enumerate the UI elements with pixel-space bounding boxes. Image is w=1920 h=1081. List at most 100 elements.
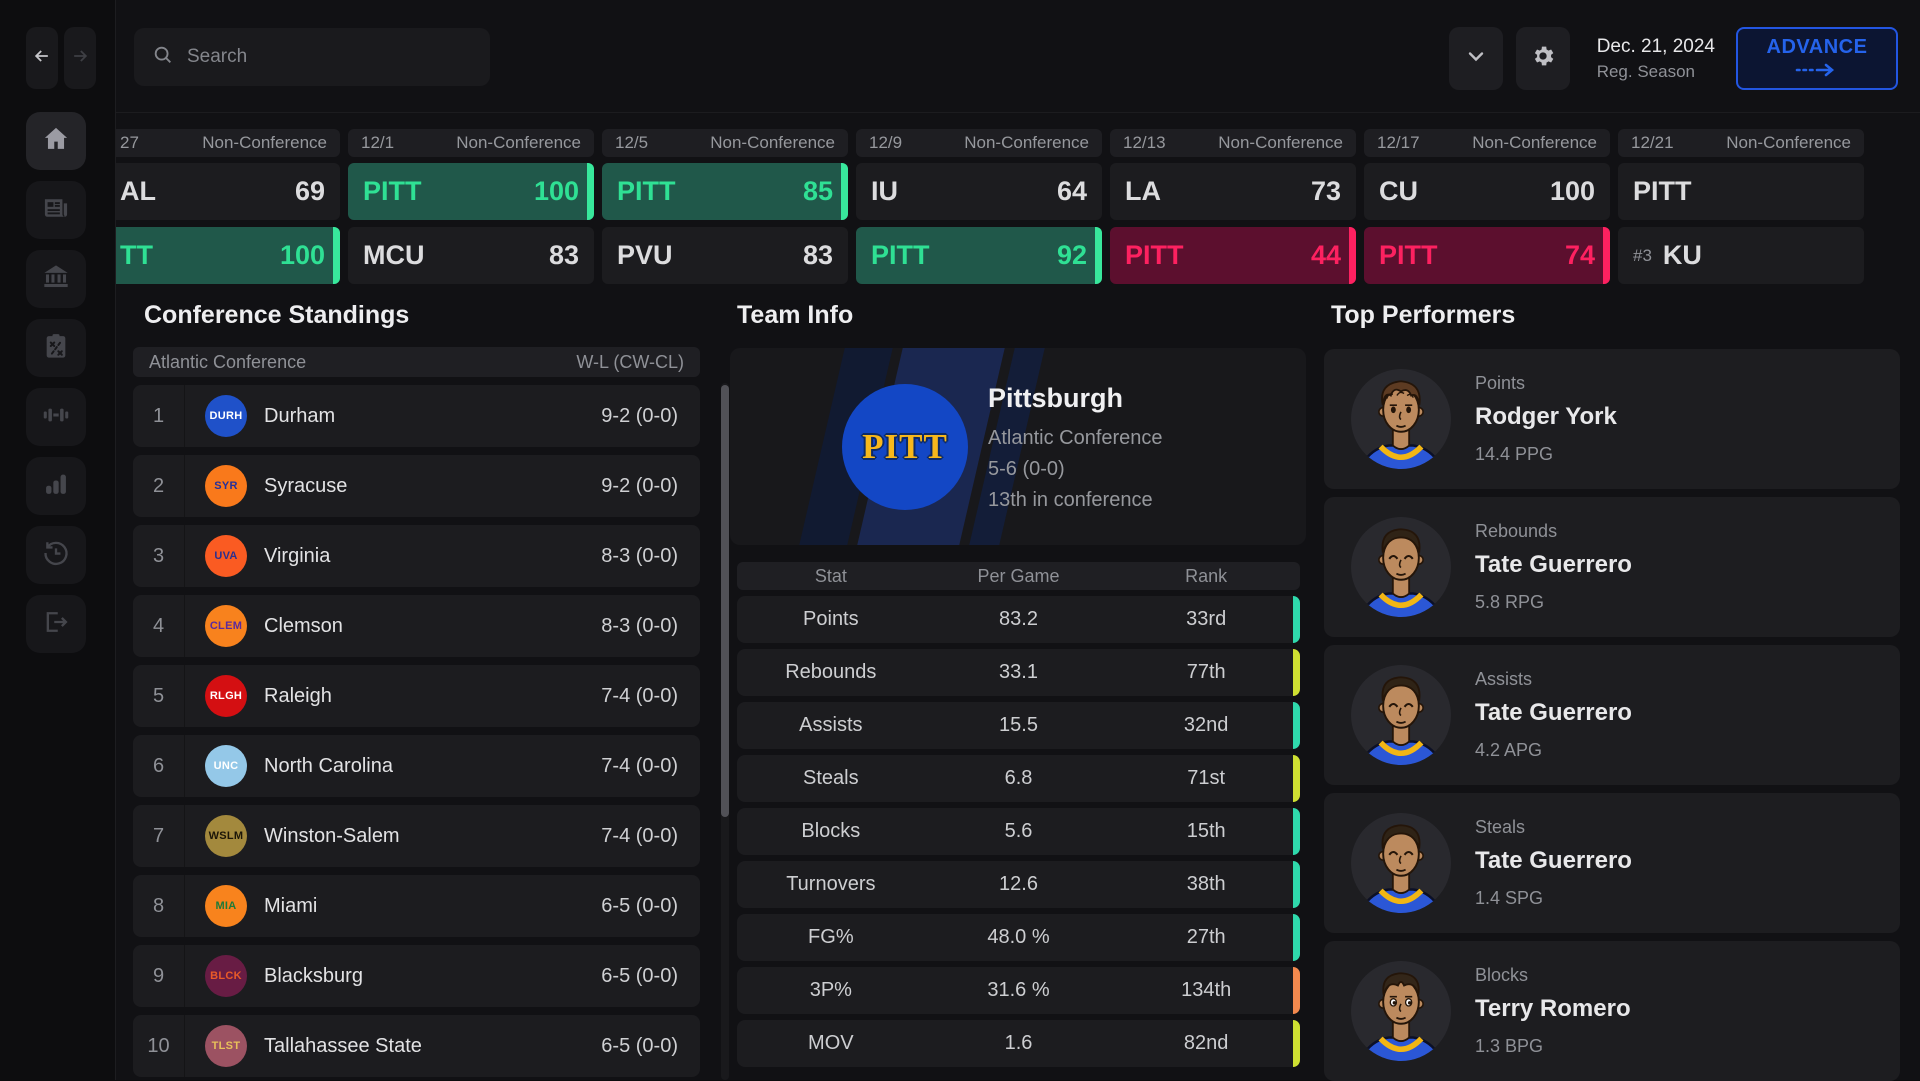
- settings-button[interactable]: [1515, 27, 1570, 90]
- top-performer-card[interactable]: Steals Tate Guerrero 1.4 SPG: [1324, 793, 1900, 933]
- result-accent-bar: [1349, 227, 1356, 284]
- game-team-row: PITT 44: [1110, 227, 1356, 284]
- performer-category: Assists: [1475, 669, 1533, 689]
- stat-value: 83.2: [999, 608, 1038, 630]
- team-stats-header: Stat Per Game Rank: [737, 562, 1300, 590]
- sidebar-item-history[interactable]: [26, 526, 86, 584]
- stat-name: Points: [803, 608, 859, 630]
- game-card[interactable]: 12/13 Non-Conference LA 73 PITT 44: [1110, 129, 1356, 287]
- team-abbr: PVU: [617, 240, 673, 270]
- performer-name: Tate Guerrero: [1475, 699, 1632, 726]
- stat-rank-accent-bar: [1293, 861, 1300, 908]
- topbar-divider: [116, 112, 1920, 113]
- team-score: 85: [802, 176, 833, 206]
- performer-texts: Assists Tate Guerrero 4.2 APG: [1475, 669, 1632, 761]
- team-stat-row: Blocks 5.6 15th: [737, 808, 1300, 855]
- standings-rank: 6: [133, 735, 185, 797]
- standings-team-name: Clemson: [264, 614, 343, 637]
- team-logo-badge: DURH: [205, 395, 247, 437]
- team-stat-row: FG% 48.0 % 27th: [737, 914, 1300, 961]
- standings-team-record: 7-4 (0-0): [601, 824, 678, 847]
- game-card[interactable]: 27 Non-Conference AL 69 TT 100: [116, 129, 340, 287]
- standings-scrollbar-thumb[interactable]: [721, 385, 729, 817]
- sidebar-item-training[interactable]: [26, 388, 86, 446]
- standings-row[interactable]: 8 MIA Miami 6-5 (0-0): [133, 875, 700, 937]
- sidebar-item-news[interactable]: [26, 181, 86, 239]
- game-card[interactable]: 12/1 Non-Conference PITT 100 MCU 83: [348, 129, 594, 287]
- search-input[interactable]: [187, 46, 472, 68]
- standings-team-record: 7-4 (0-0): [601, 754, 678, 777]
- game-team-row: PITT 92: [856, 227, 1102, 284]
- standings-row[interactable]: 9 BLCK Blacksburg 6-5 (0-0): [133, 945, 700, 1007]
- game-card[interactable]: 12/17 Non-Conference CU 100 PITT 74: [1364, 129, 1610, 287]
- sidebar-item-exit[interactable]: [26, 595, 86, 653]
- game-card-header: 27 Non-Conference: [116, 129, 340, 157]
- standings-team-name: Miami: [264, 894, 318, 917]
- stat-rank: 71st: [1187, 767, 1226, 789]
- result-accent-bar: [587, 163, 594, 220]
- clipboard-tactics-icon: [42, 332, 70, 365]
- standings-row[interactable]: 7 WSLM Winston-Salem 7-4 (0-0): [133, 805, 700, 867]
- standings-rank: 4: [133, 595, 185, 657]
- team-logo-badge: SYR: [205, 465, 247, 507]
- team-stat-row: Assists 15.5 32nd: [737, 702, 1300, 749]
- stat-rank-accent-bar: [1293, 914, 1300, 961]
- stat-rank: 82nd: [1183, 1032, 1229, 1054]
- standings-team-record: 9-2 (0-0): [601, 404, 678, 427]
- team-stat-row: Steals 6.8 71st: [737, 755, 1300, 802]
- standings-team-name: Syracuse: [264, 474, 348, 497]
- team-score: 100: [1549, 176, 1595, 206]
- top-performer-card[interactable]: Assists Tate Guerrero 4.2 APG: [1324, 645, 1900, 785]
- team-score: 100: [279, 240, 325, 270]
- advance-button[interactable]: ADVANCE: [1736, 27, 1898, 90]
- sidebar-item-program[interactable]: [26, 250, 86, 308]
- stat-value: 48.0 %: [987, 926, 1050, 948]
- performer-texts: Points Rodger York 14.4 PPG: [1475, 373, 1617, 465]
- game-date: 12/13: [1123, 133, 1166, 152]
- standings-row[interactable]: 4 CLEM Clemson 8-3 (0-0): [133, 595, 700, 657]
- stat-rank: 134th: [1181, 979, 1232, 1001]
- game-date: Dec. 21, 2024 Reg. Season: [1583, 27, 1723, 90]
- game-card[interactable]: 12/5 Non-Conference PITT 85 PVU 83: [602, 129, 848, 287]
- collapse-button[interactable]: [1448, 27, 1503, 90]
- standings-row[interactable]: 10 TLST Tallahassee State 6-5 (0-0): [133, 1015, 700, 1077]
- stat-rank-accent-bar: [1293, 649, 1300, 696]
- back-button[interactable]: [26, 27, 58, 89]
- team-abbr: PITT: [871, 240, 930, 270]
- team-stat-row: Turnovers 12.6 38th: [737, 861, 1300, 908]
- game-type: Non-Conference: [710, 133, 835, 152]
- game-team-row: PVU 83: [602, 227, 848, 284]
- standings-team-record: 7-4 (0-0): [601, 684, 678, 707]
- team-logo-badge: CLEM: [205, 605, 247, 647]
- search-input-container[interactable]: [134, 28, 490, 86]
- forward-button[interactable]: [64, 27, 96, 89]
- game-type: Non-Conference: [202, 133, 327, 152]
- advance-label: ADVANCE: [1766, 35, 1868, 58]
- performer-texts: Rebounds Tate Guerrero 5.8 RPG: [1475, 521, 1632, 613]
- standings-row[interactable]: 5 RLGH Raleigh 7-4 (0-0): [133, 665, 700, 727]
- team-rank: #3: [1633, 245, 1652, 265]
- performer-texts: Steals Tate Guerrero 1.4 SPG: [1475, 817, 1632, 909]
- game-card-header: 12/17 Non-Conference: [1364, 129, 1610, 157]
- standings-row[interactable]: 2 SYR Syracuse 9-2 (0-0): [133, 455, 700, 517]
- game-card[interactable]: 12/21 Non-Conference PITT #3 KU: [1618, 129, 1864, 287]
- game-card[interactable]: 12/9 Non-Conference IU 64 PITT 92: [856, 129, 1102, 287]
- standings-row[interactable]: 3 UVA Virginia 8-3 (0-0): [133, 525, 700, 587]
- standings-team-record: 6-5 (0-0): [601, 1034, 678, 1057]
- performer-name: Tate Guerrero: [1475, 847, 1632, 874]
- top-performer-card[interactable]: Rebounds Tate Guerrero 5.8 RPG: [1324, 497, 1900, 637]
- team-abbr: TT: [120, 240, 153, 270]
- team-abbr: PITT: [363, 176, 422, 206]
- sidebar-item-stats[interactable]: [26, 457, 86, 515]
- sidebar-item-home[interactable]: [26, 112, 86, 170]
- result-accent-bar: [1603, 227, 1610, 284]
- standings-row[interactable]: 6 UNC North Carolina 7-4 (0-0): [133, 735, 700, 797]
- sidebar-item-gameplan[interactable]: [26, 319, 86, 377]
- top-performer-card[interactable]: Points Rodger York 14.4 PPG: [1324, 349, 1900, 489]
- standings-scrollbar[interactable]: [721, 383, 729, 1080]
- top-performer-card[interactable]: Blocks Terry Romero 1.3 BPG: [1324, 941, 1900, 1081]
- team-logo: PITT: [842, 384, 968, 510]
- stat-value: 12.6: [999, 873, 1038, 895]
- team-abbr: PITT: [1633, 176, 1692, 206]
- standings-row[interactable]: 1 DURH Durham 9-2 (0-0): [133, 385, 700, 447]
